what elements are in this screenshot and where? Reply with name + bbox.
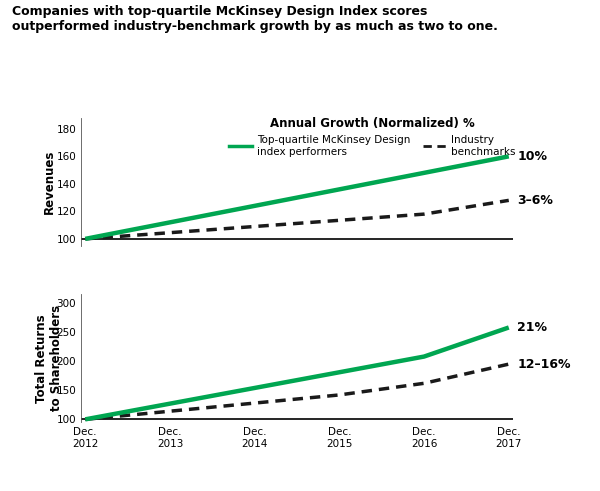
Text: 10%: 10% <box>517 150 547 163</box>
Legend: Top-quartile McKinsey Design
index performers, Industry
benchmarks: Top-quartile McKinsey Design index perfo… <box>224 113 520 161</box>
Text: 3–6%: 3–6% <box>517 194 553 207</box>
Text: Companies with top-quartile McKinsey Design Index scores
outperformed industry-b: Companies with top-quartile McKinsey Des… <box>12 5 498 33</box>
Y-axis label: Revenues: Revenues <box>43 150 56 214</box>
Y-axis label: Total Returns
to Shareholders: Total Returns to Shareholders <box>35 305 64 411</box>
Text: 12–16%: 12–16% <box>517 357 571 371</box>
Text: 21%: 21% <box>517 321 547 334</box>
